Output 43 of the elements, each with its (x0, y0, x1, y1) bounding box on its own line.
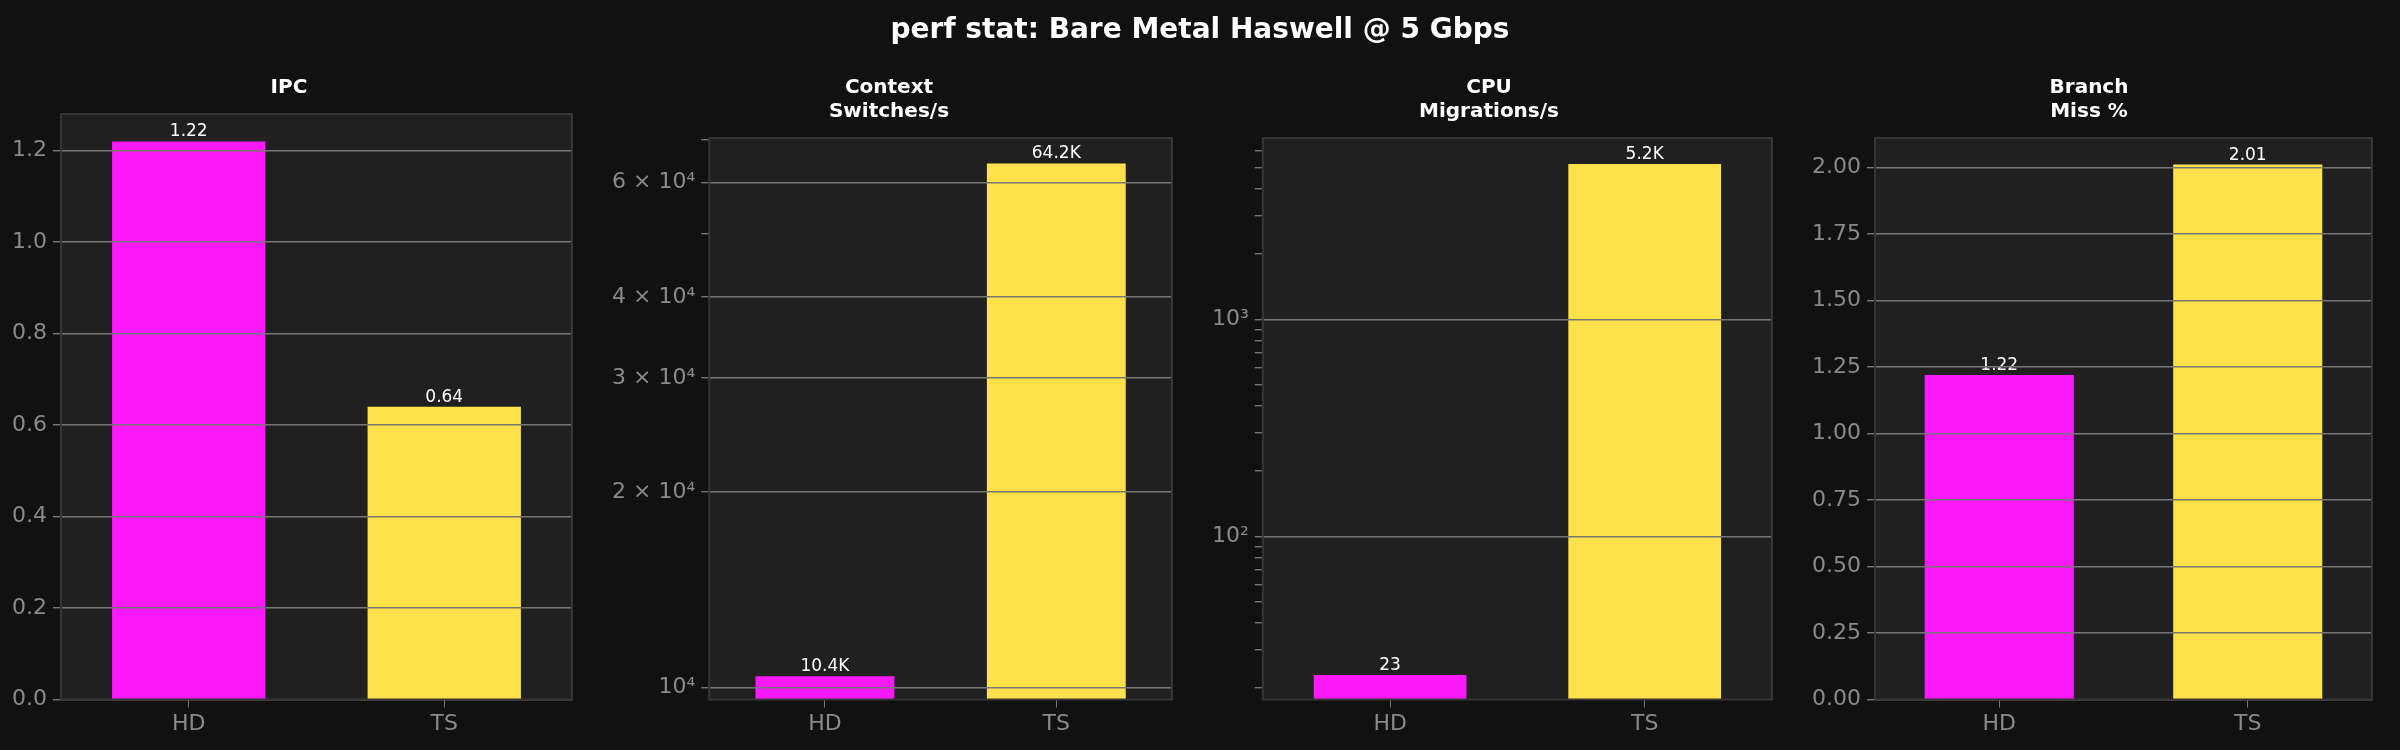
y-tick-label: 4 × 10⁴ (612, 282, 696, 308)
y-tick-label: 0.2 (11, 593, 47, 619)
y-tick-label: 6 × 10⁴ (612, 168, 696, 194)
y-tick-label: 10³ (1211, 305, 1249, 331)
y-tick-label: 1.2 (11, 136, 47, 162)
x-tick-label: TS (1041, 709, 1071, 735)
data-label: 5.2K (1625, 142, 1665, 163)
chart-title: Branch Miss % (2049, 74, 2129, 123)
y-tick-label: 0.25 (1812, 618, 1861, 644)
y-tick-label: 0.75 (1812, 485, 1861, 511)
y-tick-label: 1.00 (1812, 419, 1861, 445)
y-tick-label: 1.0 (11, 227, 47, 253)
x-tick-label: TS (1630, 709, 1659, 735)
data-label: 64.2K (1031, 142, 1082, 163)
y-tick-label: 10⁴ (658, 672, 696, 698)
chart-title: CPU Migrations/s (1419, 74, 1559, 123)
data-label: 0.64 (425, 385, 464, 406)
x-tick-label: TS (2233, 709, 2262, 735)
y-tick-label: 0.0 (11, 685, 47, 711)
y-tick-label: 1.50 (1812, 286, 1861, 312)
chart-title: Context Switches/s (828, 74, 950, 123)
text: perf stat: Bare Metal Haswell @ 5 Gbps (889, 11, 1511, 47)
x-tick-label: TS (429, 709, 458, 735)
data-label: 10.4K (800, 655, 851, 676)
y-tick-label: 0.00 (1812, 685, 1861, 711)
data-label: 1.22 (169, 120, 208, 141)
y-tick-label: 10² (1211, 522, 1249, 548)
y-tick-label: 2.00 (1812, 153, 1861, 178)
y-tick-label: 0.8 (11, 319, 47, 345)
y-tick-label: 3 × 10⁴ (612, 363, 696, 389)
y-tick-label: 1.75 (1812, 219, 1861, 245)
x-tick-label: HD (1373, 709, 1407, 735)
data-label: 23 (1379, 653, 1401, 674)
x-tick-label: HD (172, 709, 206, 735)
data-label: 2.01 (2228, 143, 2267, 164)
x-tick-label: HD (808, 709, 842, 735)
chart-title: IPC (270, 74, 308, 99)
y-tick-label: 1.25 (1812, 352, 1861, 378)
y-tick-label: 2 × 10⁴ (612, 477, 696, 503)
x-tick-label: HD (1982, 709, 2016, 735)
y-tick-label: 0.50 (1812, 552, 1861, 578)
y-tick-label: 0.6 (11, 410, 47, 436)
y-tick-label: 0.4 (11, 502, 47, 528)
